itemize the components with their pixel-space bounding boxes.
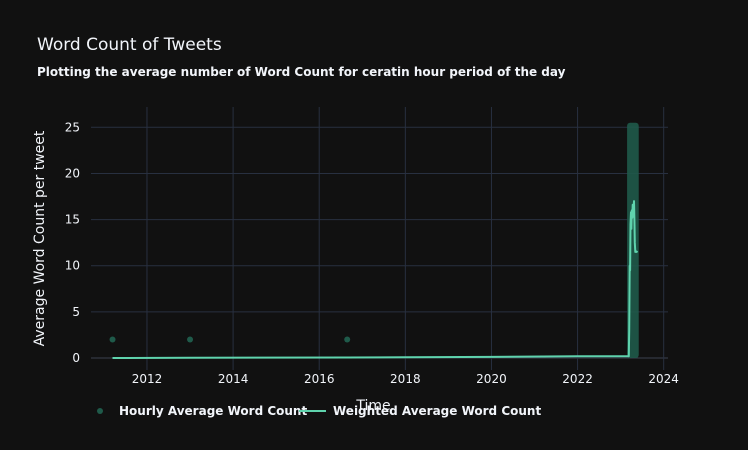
x-axis-label: Time — [355, 398, 390, 414]
hourly-average-point — [344, 336, 351, 343]
legend[interactable]: Hourly Average Word Count Weighted Avera… — [97, 404, 541, 418]
y-axis-ticks: 0 5 10 15 20 25 — [65, 120, 80, 365]
weighted-average-line — [112, 200, 639, 359]
x-axis-ticks: 2012 2014 2016 2018 2020 2022 2024 — [132, 372, 679, 386]
grid — [91, 107, 668, 370]
y-tick-label: 10 — [65, 259, 80, 273]
y-axis-label: Average Word Count per tweet — [32, 130, 48, 346]
x-tick-label: 2016 — [304, 372, 335, 386]
legend-label-hourly: Hourly Average Word Count — [119, 404, 307, 418]
legend-item-hourly[interactable]: Hourly Average Word Count — [97, 404, 307, 418]
x-tick-label: 2024 — [648, 372, 679, 386]
x-tick-label: 2022 — [562, 372, 593, 386]
y-tick-label: 0 — [72, 351, 80, 365]
hourly-average-point — [109, 336, 116, 343]
legend-marker-hourly — [97, 408, 103, 414]
x-tick-label: 2018 — [390, 372, 421, 386]
x-tick-label: 2020 — [476, 372, 507, 386]
chart-title: Word Count of Tweets — [37, 35, 222, 55]
legend-label-weighted: Weighted Average Word Count — [333, 404, 541, 418]
chart-subtitle: Plotting the average number of Word Coun… — [37, 65, 566, 79]
y-tick-label: 15 — [65, 213, 80, 227]
y-tick-label: 5 — [72, 305, 80, 319]
series-layer — [109, 122, 639, 359]
hourly-average-point — [187, 336, 194, 343]
legend-item-weighted[interactable]: Weighted Average Word Count — [299, 404, 541, 418]
x-tick-label: 2014 — [218, 372, 249, 386]
x-tick-label: 2012 — [132, 372, 163, 386]
y-tick-label: 25 — [65, 120, 80, 134]
y-tick-label: 20 — [65, 166, 80, 180]
